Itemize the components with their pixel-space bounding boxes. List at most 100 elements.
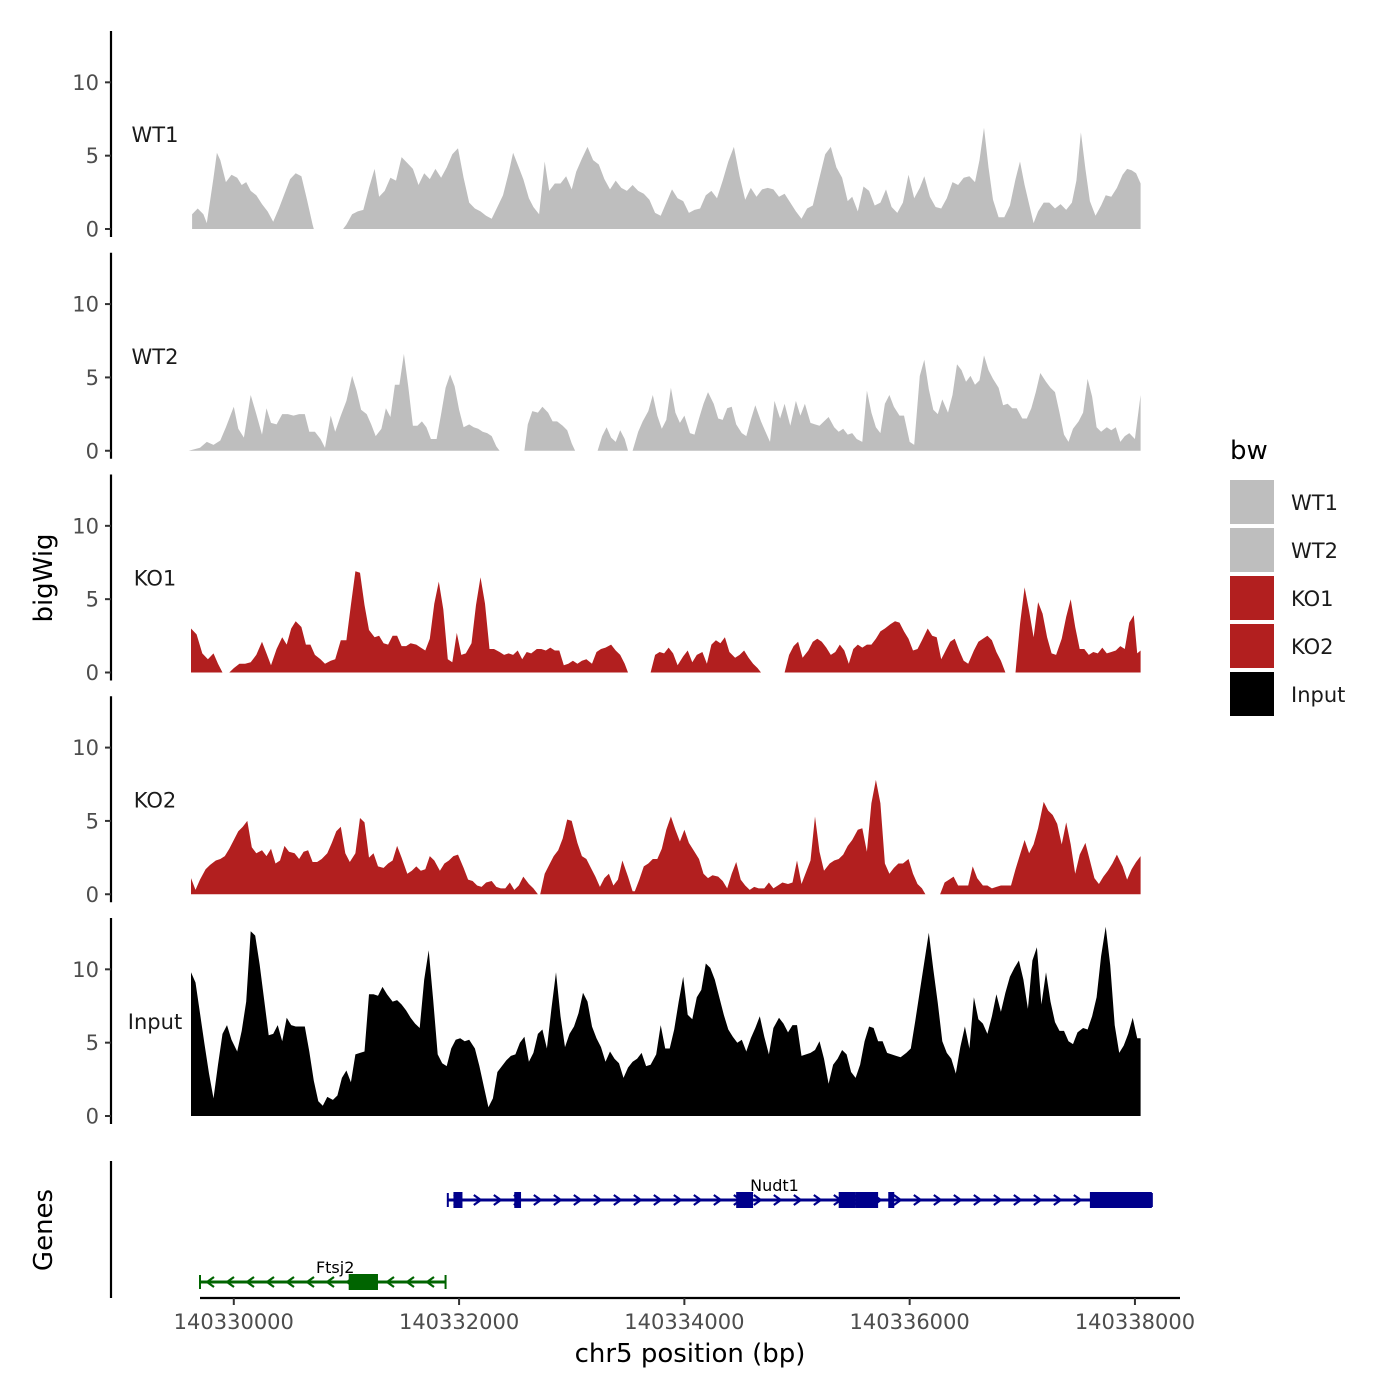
- strand-chevron: [425, 1276, 435, 1288]
- y-tick-label: 0: [86, 661, 99, 685]
- track-input: 0 5 10 Input: [72, 918, 1141, 1129]
- y-tick-label: 0: [86, 883, 99, 907]
- genes-title: Genes: [29, 1189, 59, 1271]
- signal-area-wt2: [188, 353, 1141, 451]
- track-label: WT2: [132, 345, 179, 369]
- legend-label: Input: [1291, 683, 1345, 707]
- exon-block: [736, 1192, 754, 1208]
- signal-tracks: 0 5 10 WT1 0 5 10 WT2 0 5 10 KO1 0 5 10 KO2 0 5 10 Input: [72, 31, 1141, 1129]
- strand-chevron: [973, 1194, 983, 1206]
- legend-swatch: [1230, 672, 1274, 716]
- strand-chevron: [225, 1276, 235, 1288]
- legend-entry-wt1: WT1: [1230, 480, 1338, 524]
- legend-entry-input: Input: [1230, 672, 1345, 716]
- y-tick-label: 10: [72, 71, 99, 95]
- strand-chevron: [473, 1194, 483, 1206]
- track-ko1: 0 5 10 KO1: [72, 474, 1141, 685]
- legend-swatch: [1230, 480, 1274, 524]
- strand-chevron: [893, 1194, 903, 1206]
- strand-chevron: [773, 1194, 783, 1206]
- strand-chevron: [753, 1194, 763, 1206]
- strand-chevron: [673, 1194, 683, 1206]
- legend-label: KO1: [1291, 587, 1334, 611]
- y-tick-label: 5: [86, 144, 99, 168]
- legend-swatch: [1230, 624, 1274, 668]
- y-tick-label: 5: [86, 809, 99, 833]
- track-label: WT1: [132, 123, 179, 147]
- strand-chevron: [1013, 1194, 1023, 1206]
- signal-area-ko2: [191, 779, 1141, 895]
- legend-label: WT2: [1291, 539, 1338, 563]
- track-label: KO2: [134, 788, 177, 812]
- strand-chevron: [953, 1194, 963, 1206]
- strand-chevron: [533, 1194, 543, 1206]
- strand-chevron: [653, 1194, 663, 1206]
- y-tick-label: 0: [86, 218, 99, 242]
- strand-chevron: [265, 1276, 275, 1288]
- exon-block: [1089, 1192, 1152, 1208]
- track-label: Input: [128, 1010, 182, 1034]
- strand-chevron: [993, 1194, 1003, 1206]
- legend-title: bw: [1230, 436, 1268, 466]
- exon-block: [453, 1192, 463, 1208]
- strand-chevron: [285, 1276, 295, 1288]
- signal-area-input: [191, 926, 1141, 1116]
- strand-chevron: [205, 1276, 215, 1288]
- legend: bw WT1 WT2 KO1 KO2 Input: [1230, 436, 1345, 716]
- strand-chevron: [813, 1194, 823, 1206]
- x-axis: 140330000 140332000 140334000 140336000 1403…: [174, 1296, 1195, 1334]
- strand-chevron: [713, 1194, 723, 1206]
- exon-block: [348, 1274, 378, 1290]
- x-tick-label: 140330000: [174, 1310, 294, 1334]
- y-tick-label: 0: [86, 1105, 99, 1129]
- strand-chevron: [1053, 1194, 1063, 1206]
- legend-swatch: [1230, 528, 1274, 572]
- strand-chevron: [633, 1194, 643, 1206]
- y-tick-label: 5: [86, 588, 99, 612]
- x-tick-label: 140332000: [399, 1310, 519, 1334]
- y-tick-label: 10: [72, 736, 99, 760]
- track-label: KO1: [134, 567, 177, 591]
- track-wt2: 0 5 10 WT2: [72, 252, 1141, 463]
- strand-chevron: [913, 1194, 923, 1206]
- gene-label: Ftsj2: [316, 1258, 354, 1277]
- track-wt1: 0 5 10 WT1: [72, 31, 1141, 242]
- strand-chevron: [325, 1276, 335, 1288]
- exon-block: [855, 1192, 879, 1208]
- signal-area-ko1: [191, 571, 1141, 673]
- x-axis-title: chr5 position (bp): [575, 1339, 806, 1369]
- signal-area-wt1: [192, 127, 1141, 229]
- strand-chevron: [593, 1194, 603, 1206]
- y-tick-label: 10: [72, 293, 99, 317]
- gene-nudt1: Nudt1: [446, 1176, 1153, 1208]
- gene-label: Nudt1: [750, 1176, 799, 1195]
- x-tick-label: 140334000: [624, 1310, 744, 1334]
- legend-swatch: [1230, 576, 1274, 620]
- strand-chevron: [385, 1276, 395, 1288]
- y-tick-label: 5: [86, 1031, 99, 1055]
- legend-entry-ko2: KO2: [1230, 624, 1334, 668]
- strand-chevron: [693, 1194, 703, 1206]
- strand-chevron: [793, 1194, 803, 1206]
- strand-chevron: [305, 1276, 315, 1288]
- legend-entry-ko1: KO1: [1230, 576, 1334, 620]
- y-tick-label: 10: [72, 958, 99, 982]
- gene-ftsj2: Ftsj2: [199, 1258, 447, 1290]
- strand-chevron: [573, 1194, 583, 1206]
- strand-chevron: [245, 1276, 255, 1288]
- strand-chevron: [933, 1194, 943, 1206]
- strand-chevron: [1033, 1194, 1043, 1206]
- exon-block: [838, 1192, 856, 1208]
- exon-block: [514, 1192, 522, 1208]
- y-tick-label: 0: [86, 439, 99, 463]
- strand-chevron: [553, 1194, 563, 1206]
- strand-chevron: [405, 1276, 415, 1288]
- legend-label: WT1: [1291, 491, 1338, 515]
- x-tick-label: 140336000: [850, 1310, 970, 1334]
- x-tick-label: 140338000: [1075, 1310, 1195, 1334]
- strand-chevron: [493, 1194, 503, 1206]
- gene-track: Nudt1 Ftsj2: [109, 1161, 1153, 1298]
- strand-chevron: [1073, 1194, 1083, 1206]
- strand-chevron: [613, 1194, 623, 1206]
